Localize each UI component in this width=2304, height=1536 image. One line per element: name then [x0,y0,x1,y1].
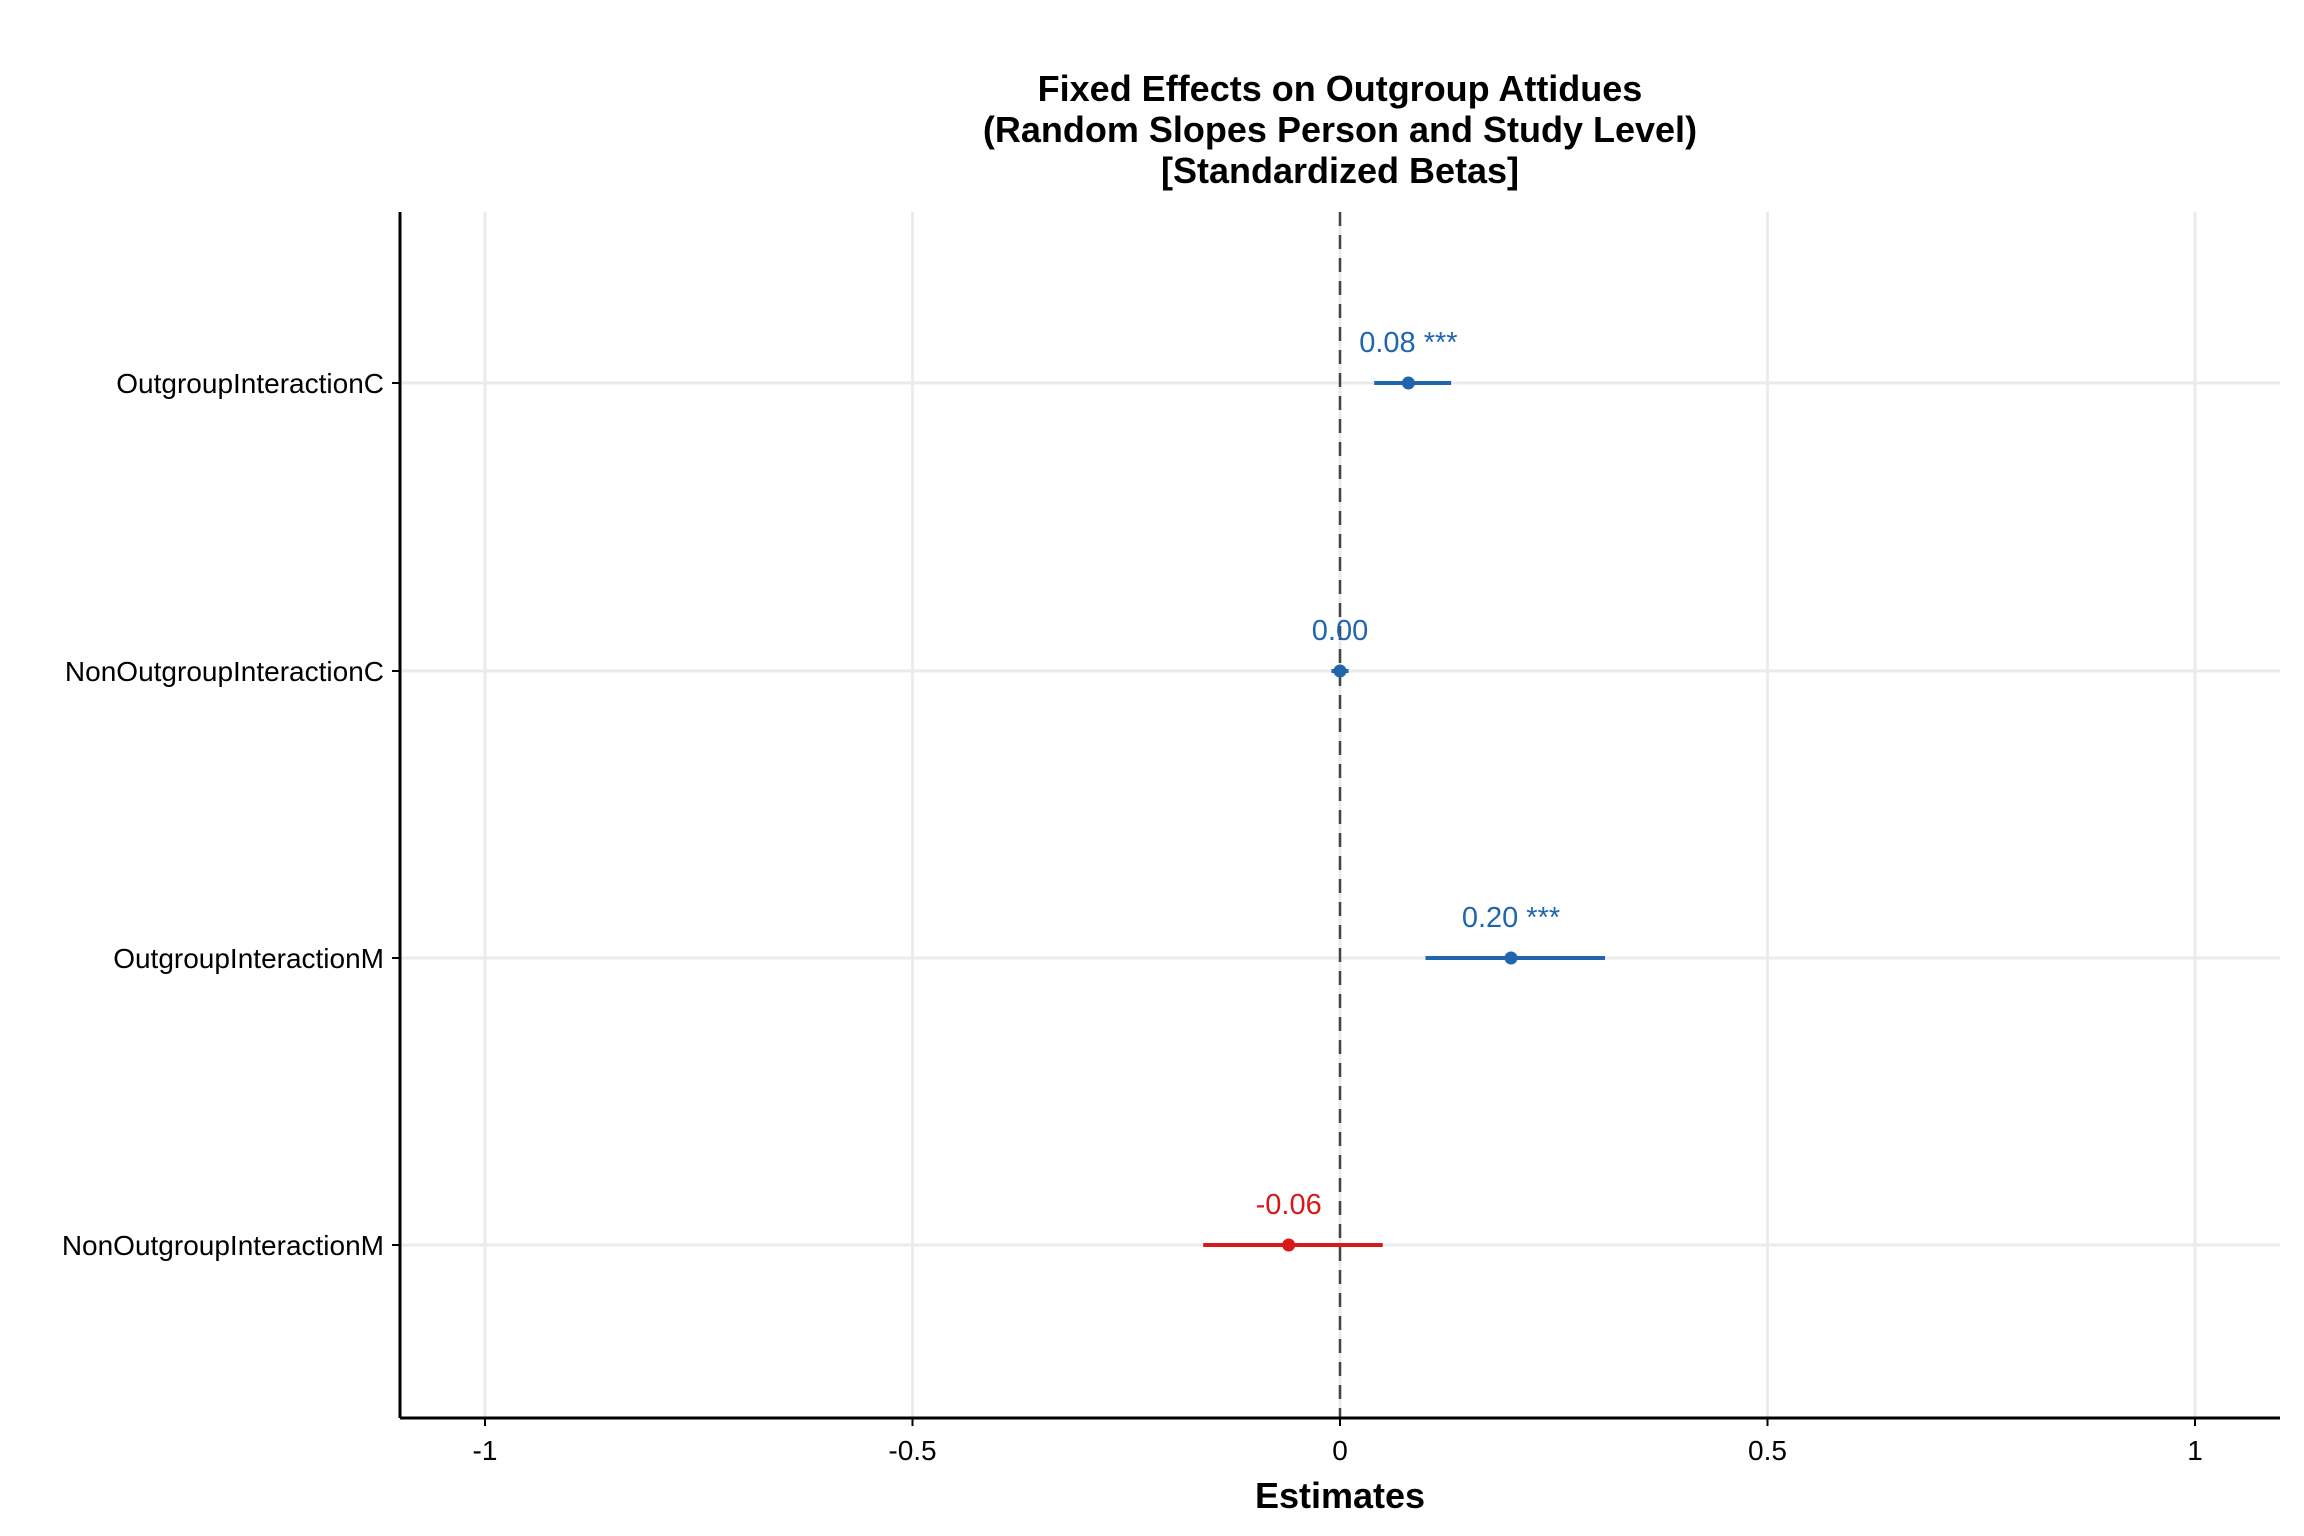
chart-title: Fixed Effects on Outgroup Attidues (Rand… [983,68,1697,191]
chart-title-line-3: [Standardized Betas] [1161,150,1519,191]
chart-title-line-2: (Random Slopes Person and Study Level) [983,109,1697,150]
estimate-labels: 0.08 *** 0.00 0.20 *** -0.06 [1256,327,1561,1221]
estimate-point [1333,664,1347,678]
y-tick-label: NonOutgroupInteractionC [65,656,384,687]
x-axis-title: Estimates [1255,1475,1425,1516]
estimate-point [1401,376,1415,390]
x-tick-label: 0.5 [1748,1435,1787,1466]
x-tick-label: -1 [473,1435,498,1466]
estimate-marks [1203,376,1606,1252]
chart-title-line-1: Fixed Effects on Outgroup Attidues [1038,68,1643,109]
y-tick-label: OutgroupInteractionC [116,368,384,399]
x-tick-label: 1 [2187,1435,2203,1466]
estimate-point [1282,1238,1296,1252]
estimate-label: 0.20 *** [1462,902,1560,934]
estimate-point [1504,951,1518,965]
estimate-label: 0.00 [1312,615,1368,647]
estimate-label: 0.08 *** [1359,327,1457,359]
axes [392,212,2280,1426]
estimate-label: -0.06 [1256,1189,1322,1221]
y-tick-label: OutgroupInteractionM [113,943,384,974]
x-tick-labels: -1 -0.5 0 0.5 1 [473,1435,2203,1466]
y-tick-label: NonOutgroupInteractionM [62,1230,384,1261]
x-tick-label: 0 [1332,1435,1348,1466]
x-tick-label: -0.5 [888,1435,936,1466]
y-tick-labels: OutgroupInteractionC NonOutgroupInteracti… [62,368,384,1261]
